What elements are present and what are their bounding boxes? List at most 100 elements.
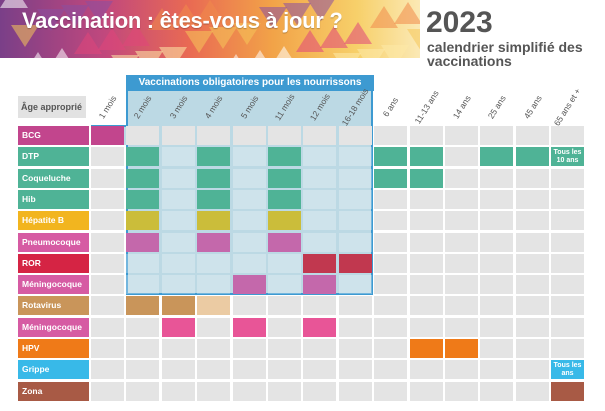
empty-cell (162, 360, 195, 379)
column-header: 16-18 mois (339, 87, 372, 128)
empty-cell (339, 382, 372, 401)
empty-cell (197, 254, 230, 273)
empty-cell (233, 339, 266, 358)
vaccine-dose-cell (551, 382, 584, 401)
empty-cell (480, 275, 513, 294)
empty-cell (551, 126, 584, 145)
empty-cell (551, 233, 584, 252)
vaccine-label: Zona (18, 382, 89, 401)
empty-cell (91, 190, 124, 209)
empty-cell (516, 360, 549, 379)
empty-cell (162, 339, 195, 358)
empty-cell (516, 211, 549, 230)
empty-cell (339, 275, 372, 294)
banner-triangle-decoration (344, 22, 372, 44)
banner-triangle-decoration (381, 45, 409, 58)
empty-cell (162, 169, 195, 188)
empty-cell (126, 126, 159, 145)
empty-cell (91, 211, 124, 230)
empty-cell (374, 233, 407, 252)
empty-cell (126, 275, 159, 294)
empty-cell (339, 211, 372, 230)
column-header-label: 16-18 mois (340, 86, 371, 128)
column-header-label: 11 mois (272, 91, 297, 123)
empty-cell (480, 169, 513, 188)
empty-cell (233, 296, 266, 315)
vaccine-dose-cell (303, 318, 336, 337)
empty-cell (551, 296, 584, 315)
empty-cell (303, 360, 336, 379)
empty-cell (339, 169, 372, 188)
empty-cell (410, 254, 443, 273)
empty-cell (339, 360, 372, 379)
empty-cell (374, 275, 407, 294)
empty-cell (410, 211, 443, 230)
empty-cell (480, 360, 513, 379)
vaccine-label: DTP (18, 147, 89, 166)
banner-triangle-decoration (98, 28, 126, 50)
banner-triangle-decoration (85, 1, 113, 23)
empty-cell (445, 296, 478, 315)
empty-cell (480, 339, 513, 358)
column-header-label: 25 ans (485, 93, 508, 121)
empty-cell (480, 254, 513, 273)
empty-cell (91, 147, 124, 166)
banner-triangle-decoration (0, 0, 28, 8)
empty-cell (516, 275, 549, 294)
banner-triangle-decoration (37, 9, 65, 31)
banner-triangle-decoration (172, 4, 200, 26)
column-header-label: 6 ans (380, 95, 401, 119)
vaccine-dose-cell (197, 147, 230, 166)
banner-triangle-decoration (159, 47, 187, 58)
vaccine-dose-cell (126, 147, 159, 166)
vaccine-label: Grippe (18, 360, 89, 379)
column-header: 45 ans (516, 92, 549, 122)
empty-cell (303, 382, 336, 401)
banner-triangle-decoration (333, 53, 361, 58)
age-header: Âge approprié (18, 96, 86, 118)
empty-cell (516, 233, 549, 252)
empty-cell (480, 296, 513, 315)
empty-cell (303, 126, 336, 145)
empty-cell (233, 254, 266, 273)
empty-cell (410, 296, 443, 315)
banner-triangle-decoration (222, 54, 250, 58)
vaccine-dose-cell (268, 211, 301, 230)
empty-cell (374, 211, 407, 230)
empty-cell (445, 126, 478, 145)
empty-cell (339, 190, 372, 209)
empty-cell (197, 318, 230, 337)
vaccine-dose-cell (480, 147, 513, 166)
vaccine-note: Tous les ans (551, 360, 584, 379)
column-header: 11 mois (268, 92, 301, 122)
banner-triangle-decoration (307, 0, 335, 21)
column-header-label: 12 mois (307, 91, 332, 123)
empty-cell (197, 126, 230, 145)
empty-cell (410, 318, 443, 337)
vaccine-dose-cell (303, 254, 336, 273)
banner-triangle-decoration (185, 31, 213, 53)
empty-cell (480, 126, 513, 145)
empty-cell (445, 233, 478, 252)
empty-cell (91, 254, 124, 273)
empty-cell (91, 169, 124, 188)
vaccine-dose-cell (126, 190, 159, 209)
empty-cell (445, 382, 478, 401)
empty-cell (551, 318, 584, 337)
empty-cell (91, 296, 124, 315)
empty-cell (445, 211, 478, 230)
obligatory-label: Vaccinations obligatoires pour les nourr… (126, 75, 374, 91)
vaccine-dose-cell (126, 169, 159, 188)
vaccine-label: Méningocoque B (18, 318, 89, 351)
vaccine-dose-cell (197, 211, 230, 230)
empty-cell (339, 233, 372, 252)
year-label: 2023 (426, 6, 493, 39)
vaccine-dose-cell (516, 147, 549, 166)
vaccine-dose-cell (233, 275, 266, 294)
empty-cell (339, 126, 372, 145)
vaccine-dose-cell (410, 147, 443, 166)
vaccine-dose-cell (197, 233, 230, 252)
banner-triangle-decoration (74, 32, 102, 54)
column-header: 4 mois (197, 92, 230, 122)
empty-cell (410, 382, 443, 401)
